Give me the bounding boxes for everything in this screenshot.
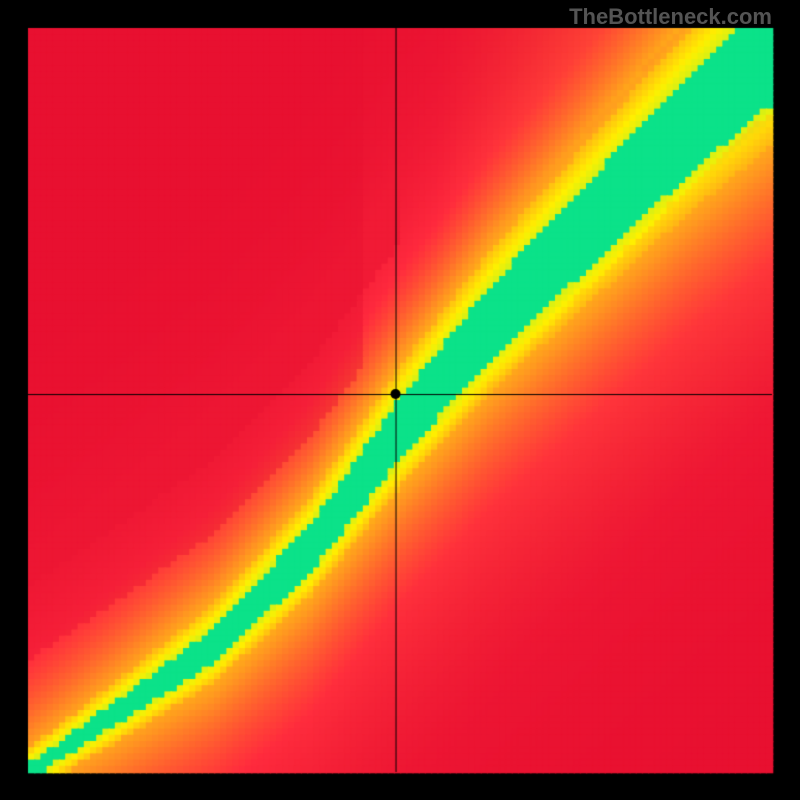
watermark-text: TheBottleneck.com xyxy=(569,4,772,30)
heatmap-canvas xyxy=(0,0,800,800)
chart-container: TheBottleneck.com xyxy=(0,0,800,800)
